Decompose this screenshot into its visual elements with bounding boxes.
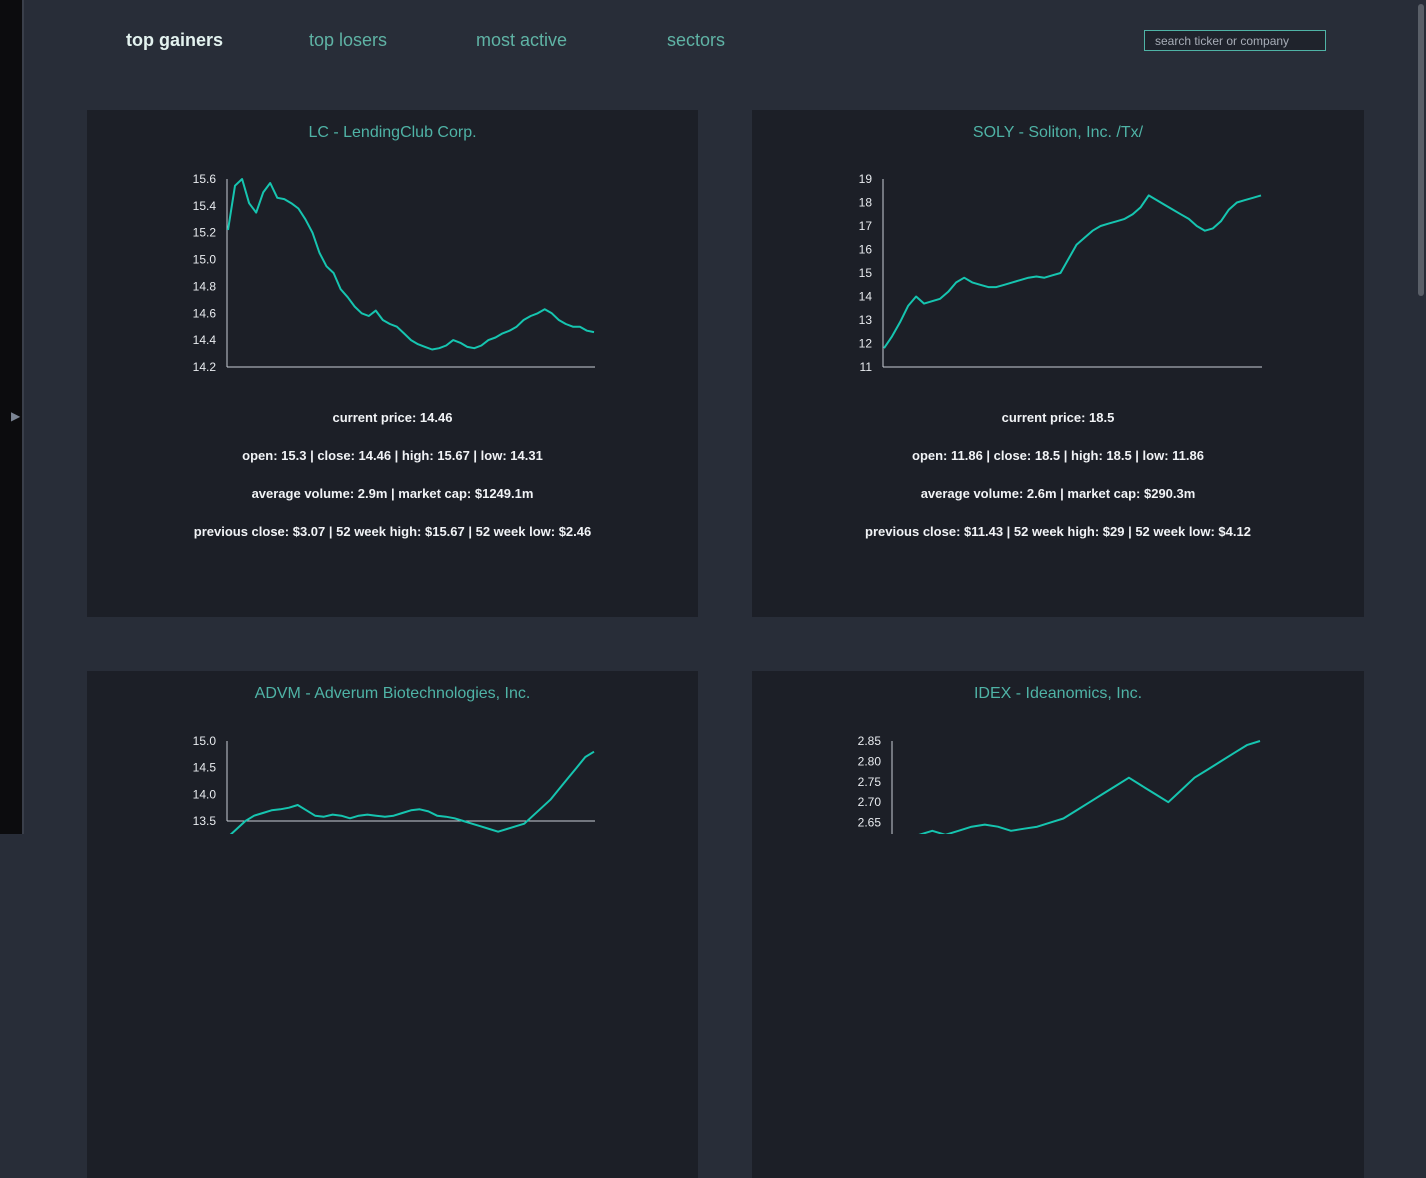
stock-card-idex: IDEX - Ideanomics, Inc. 2.65 2.70 2.75 2.80…	[752, 671, 1364, 1178]
y-tick-label: 2.75	[858, 775, 882, 789]
y-tick-label: 12	[859, 337, 873, 351]
price-chart: 14.2 14.4 14.6 14.8 15.0 15.2 15.4 15.6	[193, 172, 595, 374]
price-chart: 11 12 13 14 15 16 17 18 19	[859, 172, 1262, 374]
y-tick-label: 2.65	[858, 816, 882, 830]
y-tick-label: 15.6	[193, 172, 217, 186]
price-series-line	[883, 194, 1262, 349]
card-title: IDEX - Ideanomics, Inc.	[973, 685, 1143, 702]
card-title: ADVM - Adverum Biotechnologies, Inc.	[254, 685, 531, 702]
search-input[interactable]	[1144, 30, 1326, 51]
y-tick-label: 18	[859, 196, 873, 210]
card-title: SOLY - Soliton, Inc. /Tx/	[972, 124, 1144, 141]
y-tick-label: 2.85	[858, 734, 882, 748]
y-tick-label: 14.6	[193, 306, 217, 320]
current-price: current price: 18.5	[1001, 410, 1115, 425]
stock-card-lc: LC - LendingClub Corp. 14.2 14.4 14.6 14.8 1…	[87, 110, 698, 617]
stock-card-soly: SOLY - Soliton, Inc. /Tx/ 11 12 13 14 15 16 17…	[752, 110, 1364, 617]
y-tick-label: 14.0	[193, 787, 217, 801]
y-tick-label: 15.2	[193, 226, 217, 240]
y-tick-label: 14.5	[193, 761, 217, 775]
y-tick-label: 2.80	[858, 754, 882, 768]
ohlc-stats: open: 11.86 | close: 18.5 | high: 18.5 |…	[912, 448, 1204, 463]
card-title: LC - LendingClub Corp.	[308, 124, 477, 141]
tab-top-gainers[interactable]: top gainers	[126, 30, 224, 50]
y-tick-label: 2.70	[858, 795, 882, 809]
y-tick-label: 17	[859, 219, 873, 233]
scrollbar-thumb[interactable]	[1418, 4, 1424, 296]
price-series-line	[229, 750, 595, 834]
price-chart: 13.5 14.0 14.5 15.0	[193, 734, 595, 834]
y-tick-label: 15.0	[193, 734, 217, 748]
ohlc-stats: open: 15.3 | close: 14.46 | high: 15.67 …	[242, 448, 543, 463]
page-scrollbar[interactable]	[1416, 0, 1426, 834]
top-navigation: top gainers top losers most active secto…	[0, 0, 1426, 80]
tab-most-active[interactable]: most active	[476, 30, 568, 50]
tab-top-losers[interactable]: top losers	[309, 30, 388, 50]
price-series-line	[227, 178, 595, 351]
current-price: current price: 14.46	[332, 410, 453, 425]
volume-cap-stats: average volume: 2.9m | market cap: $1249…	[251, 486, 534, 501]
y-tick-label: 11	[860, 360, 873, 374]
y-tick-label: 14	[859, 290, 873, 304]
y-tick-label: 15	[859, 266, 873, 280]
expand-sidebar-icon[interactable]: ▶	[11, 409, 21, 423]
stock-card-advm: ADVM - Adverum Biotechnologies, Inc. 13.…	[87, 671, 698, 1178]
history-stats: previous close: $11.43 | 52 week high: $…	[865, 524, 1251, 539]
y-tick-label: 15.0	[193, 253, 217, 267]
y-tick-label: 14.2	[193, 360, 217, 374]
y-tick-label: 16	[859, 243, 873, 257]
price-chart: 2.65 2.70 2.75 2.80 2.85	[858, 734, 1261, 834]
tab-sectors[interactable]: sectors	[667, 30, 726, 50]
y-tick-label: 13.5	[193, 814, 217, 828]
y-tick-label: 19	[859, 172, 873, 186]
y-tick-label: 14.8	[193, 279, 217, 293]
sidebar-collapsed: ▶	[0, 0, 24, 834]
volume-cap-stats: average volume: 2.6m | market cap: $290.…	[920, 486, 1196, 501]
y-tick-label: 14.4	[193, 333, 217, 347]
sidebar-edge	[22, 0, 24, 834]
y-tick-label: 15.4	[193, 199, 217, 213]
price-series-line	[918, 740, 1261, 834]
y-tick-label: 13	[859, 313, 873, 327]
history-stats: previous close: $3.07 | 52 week high: $1…	[193, 524, 592, 539]
